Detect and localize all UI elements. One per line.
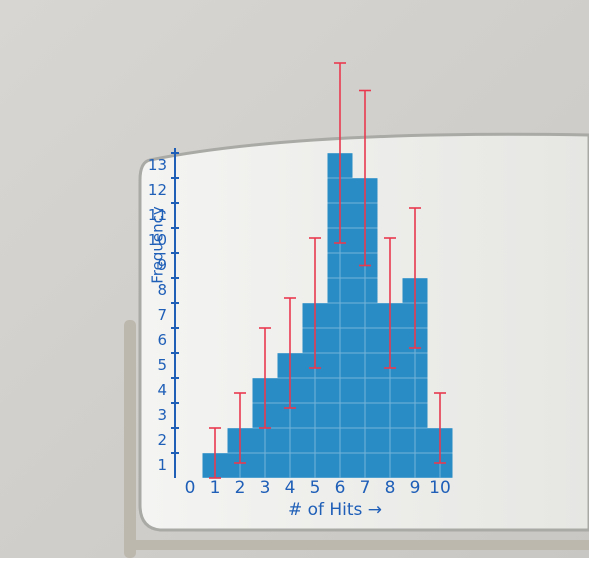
y-tick-label: 5 — [157, 356, 167, 374]
y-tick-label: 6 — [157, 331, 167, 349]
y-tick-label: 8 — [157, 281, 167, 299]
x-tick-label: 2 — [235, 478, 246, 498]
x-tick-label: 10 — [429, 478, 451, 498]
x-tick-label: 8 — [385, 478, 396, 498]
x-tick-label: 3 — [260, 478, 271, 498]
x-tick-label: 1 — [210, 478, 221, 498]
y-tick-label: 12 — [148, 181, 167, 199]
x-tick-label: 4 — [285, 478, 296, 498]
stand-pole — [124, 320, 136, 558]
x-tick-label: 0 — [185, 478, 196, 498]
x-axis-label: # of Hits → — [288, 500, 382, 520]
x-tick-label: 6 — [335, 478, 346, 498]
stand-bar — [136, 540, 589, 550]
y-tick-label: 1 — [157, 456, 167, 474]
y-tick-label: 2 — [157, 431, 167, 449]
x-tick-label: 7 — [360, 478, 371, 498]
y-tick-label: 3 — [157, 406, 167, 424]
y-tick-label: 10 — [148, 231, 167, 249]
y-tick-label: 4 — [157, 381, 167, 399]
y-tick-label: 13 — [148, 156, 167, 174]
y-axis-label: Frequency — [149, 206, 167, 284]
y-tick-label: 7 — [157, 306, 167, 324]
y-tick-label: 9 — [157, 256, 167, 274]
x-tick-label: 5 — [310, 478, 321, 498]
x-tick-label: 9 — [410, 478, 421, 498]
y-tick-label: 11 — [148, 206, 167, 224]
